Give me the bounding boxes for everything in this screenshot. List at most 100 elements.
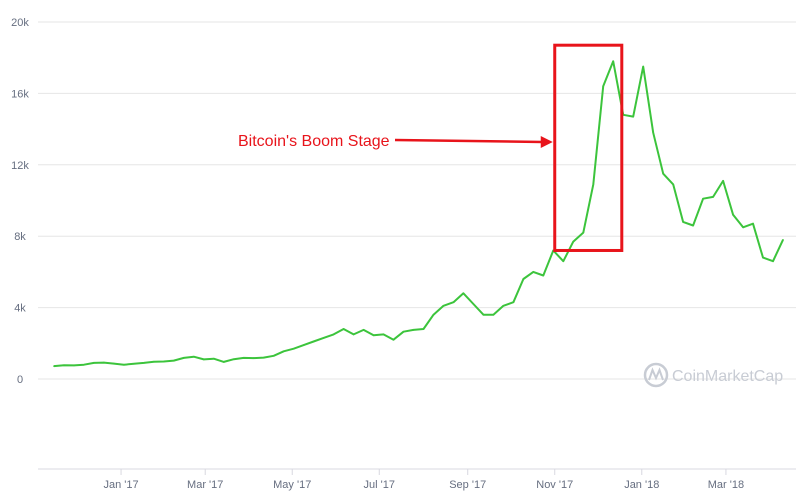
data-point <box>352 333 355 336</box>
x-axis: Jan '17 Mar '17 May '17 Jul '17 Sep '17 Nov '… <box>38 468 796 491</box>
data-point <box>153 360 155 363</box>
data-point <box>682 221 684 223</box>
data-point <box>642 65 644 68</box>
x-tick-label: Mar '17 <box>187 479 223 491</box>
data-point <box>662 172 664 175</box>
data-point <box>762 256 764 259</box>
data-point <box>272 355 275 357</box>
data-point <box>412 329 415 331</box>
data-point <box>133 363 135 365</box>
data-point <box>302 344 305 346</box>
data-point <box>742 226 744 229</box>
data-point <box>143 362 145 364</box>
watermark-text: CoinMarketCap <box>672 368 783 385</box>
data-point <box>372 334 375 337</box>
data-point <box>173 359 175 362</box>
x-tick-label: Nov '17 <box>536 479 573 491</box>
data-point <box>242 357 245 359</box>
data-point <box>772 260 774 263</box>
data-point <box>292 347 295 350</box>
data-point <box>282 350 285 353</box>
data-point <box>332 333 335 336</box>
data-point <box>732 214 734 216</box>
coinmarketcap-watermark: CoinMarketCap <box>643 362 783 388</box>
data-point <box>123 363 125 366</box>
data-point <box>113 362 115 365</box>
data-point <box>442 305 445 307</box>
data-point <box>532 271 535 273</box>
price-line <box>53 60 784 368</box>
data-point <box>262 356 265 359</box>
data-point <box>452 301 455 304</box>
gridlines <box>38 21 796 380</box>
data-point <box>592 183 595 186</box>
data-point <box>702 197 704 200</box>
data-point <box>223 361 225 363</box>
data-point <box>612 60 614 63</box>
data-point <box>752 222 754 225</box>
y-tick-label: 20k <box>11 17 29 29</box>
x-tick-label: Jan '18 <box>624 479 659 491</box>
data-point <box>233 358 235 361</box>
data-point <box>712 196 714 198</box>
data-point <box>163 360 165 363</box>
data-point <box>582 231 585 234</box>
boom-stage-box <box>553 43 624 252</box>
data-point <box>203 358 205 361</box>
data-point <box>322 337 325 339</box>
x-tick-label: Mar '18 <box>708 479 744 491</box>
data-point <box>512 301 515 304</box>
data-point <box>632 115 634 118</box>
data-point <box>522 278 525 280</box>
y-tick-label: 4k <box>14 303 26 315</box>
data-point <box>782 239 784 241</box>
data-point <box>93 362 95 364</box>
annotation-label: Bitcoin's Boom Stage <box>238 133 390 150</box>
data-point <box>73 364 75 367</box>
data-point <box>342 328 345 330</box>
data-point <box>183 357 185 359</box>
data-point <box>472 303 475 305</box>
y-tick-label: 12k <box>11 160 29 172</box>
x-tick-label: Sep '17 <box>449 479 486 491</box>
series-layer <box>53 60 784 368</box>
data-point <box>462 292 465 295</box>
data-point <box>652 131 654 134</box>
data-point <box>572 240 575 243</box>
data-point <box>83 363 85 366</box>
data-point <box>432 313 435 316</box>
y-tick-label: 16k <box>11 88 29 100</box>
data-point <box>392 338 395 341</box>
data-point <box>402 330 405 333</box>
data-point <box>692 224 694 227</box>
annotation-arrow <box>394 138 543 144</box>
data-point <box>213 357 215 360</box>
annotation-arrowhead <box>540 136 553 148</box>
data-point <box>53 365 55 367</box>
data-point <box>63 364 65 367</box>
data-point <box>362 329 365 331</box>
data-point <box>382 333 385 336</box>
data-point <box>502 305 505 307</box>
data-point <box>722 180 724 182</box>
data-point <box>252 357 255 359</box>
y-tick-label: 0 <box>17 374 23 386</box>
annotation: Bitcoin's Boom Stage <box>238 43 624 252</box>
data-point <box>103 361 105 364</box>
data-point <box>672 183 674 186</box>
data-point <box>542 274 545 277</box>
data-point <box>193 355 195 358</box>
data-point <box>312 340 315 343</box>
data-point <box>602 85 604 88</box>
y-axis-ticks: 0 4k 8k 12k 16k 20k <box>11 17 29 386</box>
data-point <box>562 260 565 263</box>
y-tick-label: 8k <box>14 231 26 243</box>
data-point <box>422 328 425 330</box>
coinmarketcap-logo-icon <box>643 362 669 388</box>
x-tick-label: May '17 <box>273 479 311 491</box>
x-tick-label: Jul '17 <box>364 479 395 491</box>
x-tick-label: Jan '17 <box>103 479 138 491</box>
data-point <box>482 313 485 316</box>
data-point <box>492 313 495 316</box>
